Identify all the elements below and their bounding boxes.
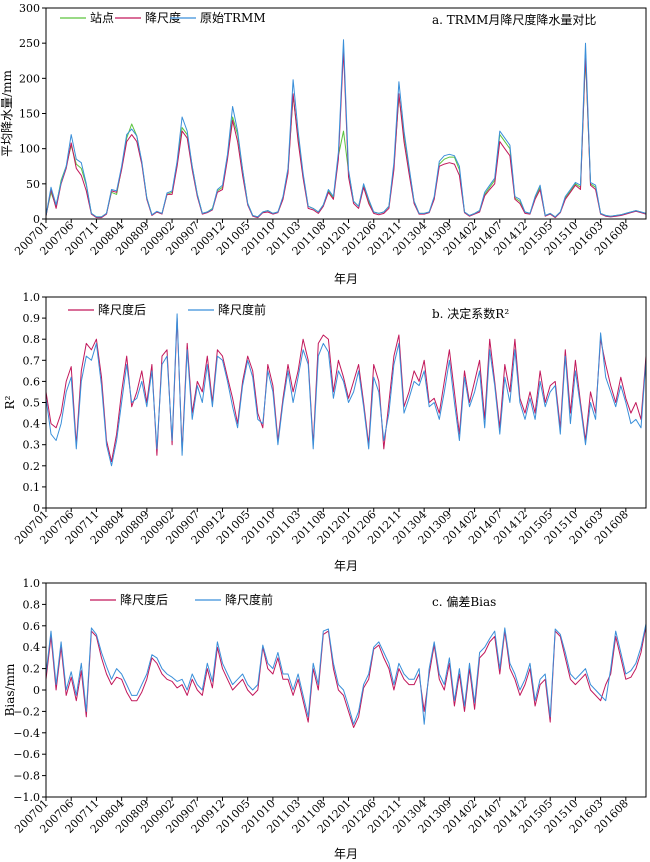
series-line-1	[46, 317, 646, 463]
panel-title: b. 决定系数R²	[432, 306, 509, 321]
y-tick-label: 0.7	[23, 354, 41, 367]
y-tick-label: 0.8	[23, 598, 41, 611]
y-tick-label: 0	[33, 684, 40, 697]
y-tick-label: −1.0	[13, 791, 40, 804]
y-tick-label: −0.4	[13, 727, 40, 740]
y-tick-label: 150	[19, 108, 40, 121]
y-tick-label: 100	[19, 143, 40, 156]
y-axis-title: R²	[3, 395, 17, 409]
y-tick-label: 0.2	[23, 663, 41, 676]
y-tick-label: 0	[33, 502, 40, 515]
legend-label: 降尺度后	[98, 302, 146, 317]
x-axis-title: 年月	[334, 559, 358, 573]
series-line-1	[46, 56, 646, 218]
legend-label: 降尺度前	[225, 592, 273, 607]
x-axis-title: 年月	[334, 847, 358, 861]
y-tick-label: 50	[26, 178, 40, 191]
y-tick-label: 0.5	[23, 397, 41, 410]
y-tick-label: −0.6	[13, 748, 40, 761]
y-tick-label: 300	[19, 2, 40, 15]
y-tick-label: 0.4	[23, 418, 41, 431]
legend-label: 降尺度	[145, 10, 181, 25]
panel-title: a. TRMM月降尺度降水量对比	[432, 12, 596, 27]
y-tick-label: 0.9	[23, 312, 41, 325]
series-line-2	[46, 313, 646, 467]
panel-b: 00.10.20.30.40.50.60.70.80.91.0200701200…	[3, 291, 647, 573]
y-tick-label: −0.2	[13, 705, 40, 718]
panel-title: c. 偏差Bias	[432, 594, 496, 609]
legend-label: 降尺度后	[120, 592, 168, 607]
y-tick-label: 0.6	[23, 620, 41, 633]
x-axis-title: 年月	[334, 272, 358, 286]
y-tick-label: 0.8	[23, 333, 41, 346]
y-tick-label: 0.2	[23, 460, 41, 473]
plot-frame	[45, 296, 647, 509]
y-tick-label: 200	[19, 72, 40, 85]
series-group	[46, 39, 646, 219]
series-line-1	[46, 625, 646, 728]
series-line-3	[46, 39, 646, 218]
plot-frame	[45, 582, 647, 798]
series-group	[46, 313, 646, 467]
y-axis-title: Bias/mm	[3, 663, 17, 716]
y-axis-title: 平均降水量/mm	[0, 69, 14, 156]
legend: 站点 降尺度 原始TRMM	[60, 10, 266, 25]
y-tick-label: 0.3	[23, 439, 41, 452]
panel-a: 0501001502002503002007012007062007112008…	[0, 2, 647, 286]
legend-label: 原始TRMM	[200, 11, 266, 25]
legend: 降尺度后 降尺度前	[90, 592, 273, 607]
series-line-2	[46, 623, 646, 725]
y-tick-label: −0.8	[13, 770, 40, 783]
legend-label: 降尺度前	[218, 302, 266, 317]
panel-c: −1.0−0.8−0.6−0.4−0.200.20.40.60.81.02007…	[3, 577, 647, 861]
legend-label: 站点	[90, 11, 114, 25]
y-tick-label: 0.1	[23, 481, 41, 494]
y-tick-label: 0.4	[23, 641, 41, 654]
legend: 降尺度后 降尺度前	[68, 302, 266, 317]
y-tick-label: 1.0	[23, 291, 41, 304]
y-tick-label: 250	[19, 37, 40, 50]
y-tick-label: 0	[33, 213, 40, 226]
y-tick-label: 0.6	[23, 375, 41, 388]
series-group	[46, 623, 646, 728]
y-tick-label: 1.0	[23, 577, 41, 590]
